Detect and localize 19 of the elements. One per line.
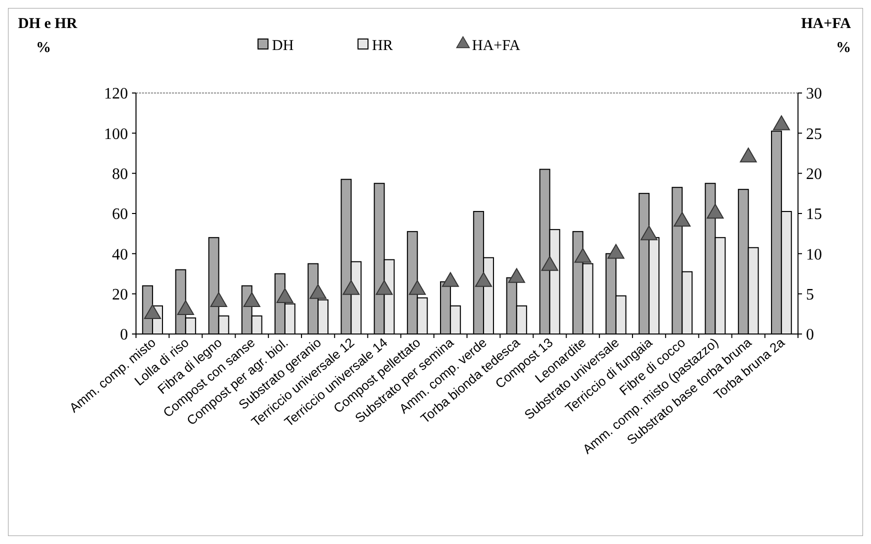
y-tick-label: 100: [104, 126, 128, 143]
y-axis-title: DH e HR %: [18, 16, 78, 56]
legend-label: DH: [272, 38, 294, 54]
y-tick-label: 0: [120, 326, 128, 344]
y2-tick-label: 15: [806, 206, 822, 224]
y2-tick-label: 20: [806, 166, 822, 183]
y-tick-label: 20: [112, 286, 128, 304]
y2-tick-label: 25: [806, 126, 822, 143]
y2-tick-label: 0: [806, 326, 814, 344]
y2-tick-label: 5: [806, 286, 814, 304]
y-tick-label: 80: [112, 166, 128, 183]
y-tick-label: 60: [112, 206, 128, 224]
y2-tick-label: 10: [806, 246, 822, 264]
y2-tick-label: 30: [806, 86, 822, 103]
y-tick-label: 120: [104, 86, 128, 103]
y2-axis-title: HA+FA %: [801, 16, 852, 56]
legend-label: HA+FA: [472, 38, 520, 54]
y-tick-label: 40: [112, 246, 128, 264]
legend-label: HR: [372, 38, 393, 54]
